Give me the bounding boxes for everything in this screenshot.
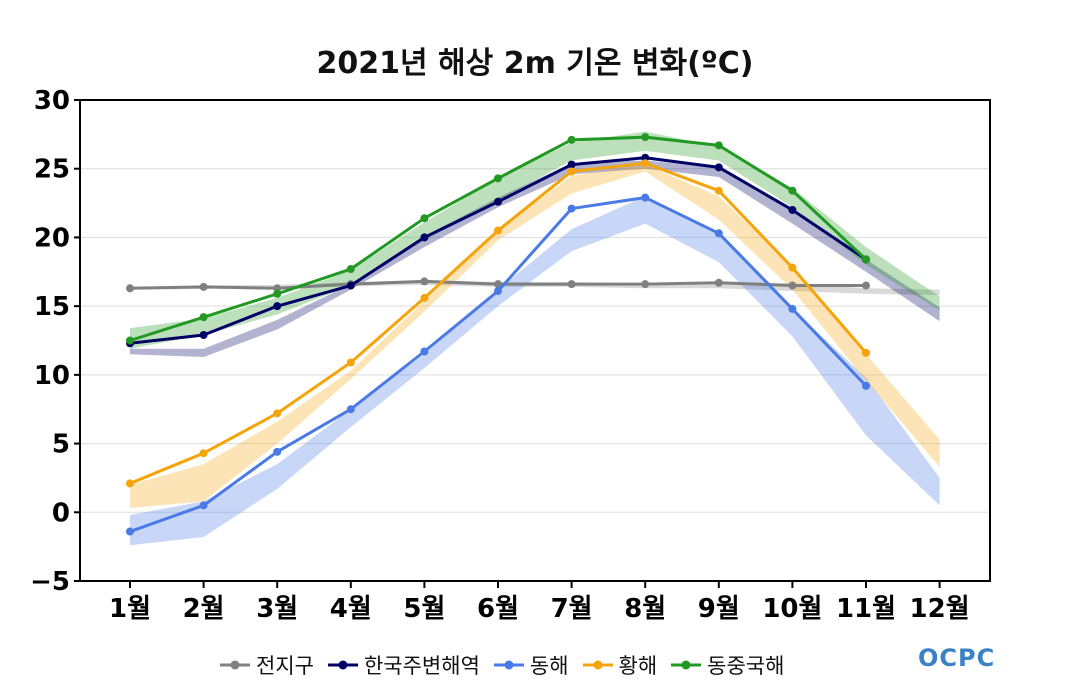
data-point bbox=[714, 163, 723, 172]
ocpc-logo: OCPC bbox=[918, 644, 995, 672]
data-point bbox=[346, 265, 355, 274]
legend-swatch bbox=[582, 660, 613, 670]
x-tick-label: 8월 bbox=[624, 594, 666, 624]
data-point bbox=[273, 409, 282, 418]
data-point bbox=[494, 226, 502, 235]
legend-label: 동해 bbox=[529, 654, 569, 678]
data-point bbox=[273, 284, 282, 293]
y-tick-label: 30 bbox=[34, 86, 70, 116]
x-tick-label: 7월 bbox=[551, 594, 593, 624]
x-tick-label: 12월 bbox=[910, 594, 970, 624]
data-point bbox=[862, 348, 870, 357]
data-point bbox=[788, 304, 797, 313]
data-point bbox=[346, 358, 355, 367]
y-tick-label: −5 bbox=[30, 567, 70, 597]
data-point bbox=[567, 280, 576, 289]
band-한국주변해역 bbox=[130, 160, 940, 357]
x-tick-label: 11월 bbox=[836, 594, 896, 624]
x-tick-label: 10월 bbox=[762, 594, 822, 624]
band-황해 bbox=[130, 164, 940, 509]
data-point bbox=[714, 186, 723, 195]
data-point bbox=[567, 167, 576, 176]
data-point bbox=[714, 141, 723, 150]
data-point bbox=[420, 277, 429, 286]
legend-item: 한국주변해역 bbox=[327, 650, 480, 680]
data-point bbox=[862, 281, 870, 290]
data-point bbox=[788, 281, 797, 290]
x-tick-label: 9월 bbox=[698, 594, 740, 624]
data-point bbox=[126, 336, 134, 345]
data-point bbox=[199, 449, 208, 458]
data-point bbox=[346, 281, 355, 290]
data-point bbox=[862, 255, 870, 264]
x-tick-label: 1월 bbox=[109, 594, 151, 624]
data-point bbox=[494, 287, 502, 296]
legend-label: 동중국해 bbox=[707, 654, 785, 678]
data-point bbox=[641, 193, 650, 202]
data-point bbox=[494, 197, 502, 206]
data-point bbox=[273, 447, 282, 456]
data-point bbox=[714, 278, 723, 287]
data-point bbox=[420, 293, 429, 302]
data-point bbox=[199, 331, 208, 340]
data-point bbox=[273, 289, 282, 298]
legend-label: 황해 bbox=[618, 654, 658, 678]
data-point bbox=[126, 284, 134, 293]
data-point bbox=[420, 214, 429, 223]
legend-item: 동해 bbox=[493, 650, 569, 680]
x-tick-label: 5월 bbox=[403, 594, 445, 624]
data-point bbox=[494, 280, 502, 289]
data-point bbox=[788, 205, 797, 214]
data-point bbox=[420, 347, 429, 356]
x-tick-label: 2월 bbox=[183, 594, 225, 624]
y-tick-label: 20 bbox=[34, 223, 70, 253]
data-point bbox=[567, 204, 576, 213]
legend-item: 황해 bbox=[582, 650, 658, 680]
legend-label: 전지구 bbox=[256, 654, 314, 678]
x-tick-label: 3월 bbox=[256, 594, 298, 624]
data-point bbox=[862, 381, 870, 390]
y-tick-label: 10 bbox=[34, 361, 70, 391]
data-point bbox=[714, 229, 723, 238]
data-point bbox=[494, 174, 502, 183]
data-point bbox=[420, 233, 429, 242]
band-동중국해 bbox=[130, 131, 940, 349]
plot-frame bbox=[79, 99, 991, 582]
data-point bbox=[788, 186, 797, 195]
x-tick-label: 4월 bbox=[330, 594, 372, 624]
chart-title: 2021년 해상 2m 기온 변화(ºC) bbox=[316, 46, 754, 81]
legend: 전지구 한국주변해역 동해 황해 동중국해 bbox=[220, 650, 784, 680]
logo-text: OCPC bbox=[918, 644, 996, 672]
legend-item: 전지구 bbox=[220, 650, 314, 680]
data-point bbox=[641, 159, 650, 168]
data-point bbox=[567, 135, 576, 144]
y-tick-label: 0 bbox=[52, 498, 70, 528]
y-tick-label: 5 bbox=[52, 430, 70, 460]
y-tick-label: 25 bbox=[34, 155, 70, 185]
y-tick-label: 15 bbox=[34, 292, 70, 322]
data-point bbox=[346, 405, 355, 414]
data-point bbox=[199, 282, 208, 291]
legend-item: 동중국해 bbox=[671, 650, 784, 680]
legend-swatch bbox=[220, 660, 250, 670]
data-point bbox=[199, 313, 208, 322]
data-point bbox=[641, 153, 650, 162]
band-동해 bbox=[130, 196, 940, 546]
x-tick-label: 6월 bbox=[477, 594, 519, 624]
data-point bbox=[126, 479, 134, 488]
legend-swatch bbox=[671, 660, 702, 670]
data-point bbox=[126, 527, 134, 536]
data-point bbox=[788, 263, 797, 272]
data-point bbox=[641, 280, 650, 289]
legend-swatch bbox=[493, 660, 524, 670]
legend-label: 한국주변해역 bbox=[363, 654, 480, 678]
legend-swatch bbox=[327, 660, 358, 670]
data-point bbox=[199, 501, 208, 510]
data-point bbox=[567, 160, 576, 169]
data-point bbox=[273, 302, 282, 311]
data-point bbox=[641, 133, 650, 142]
